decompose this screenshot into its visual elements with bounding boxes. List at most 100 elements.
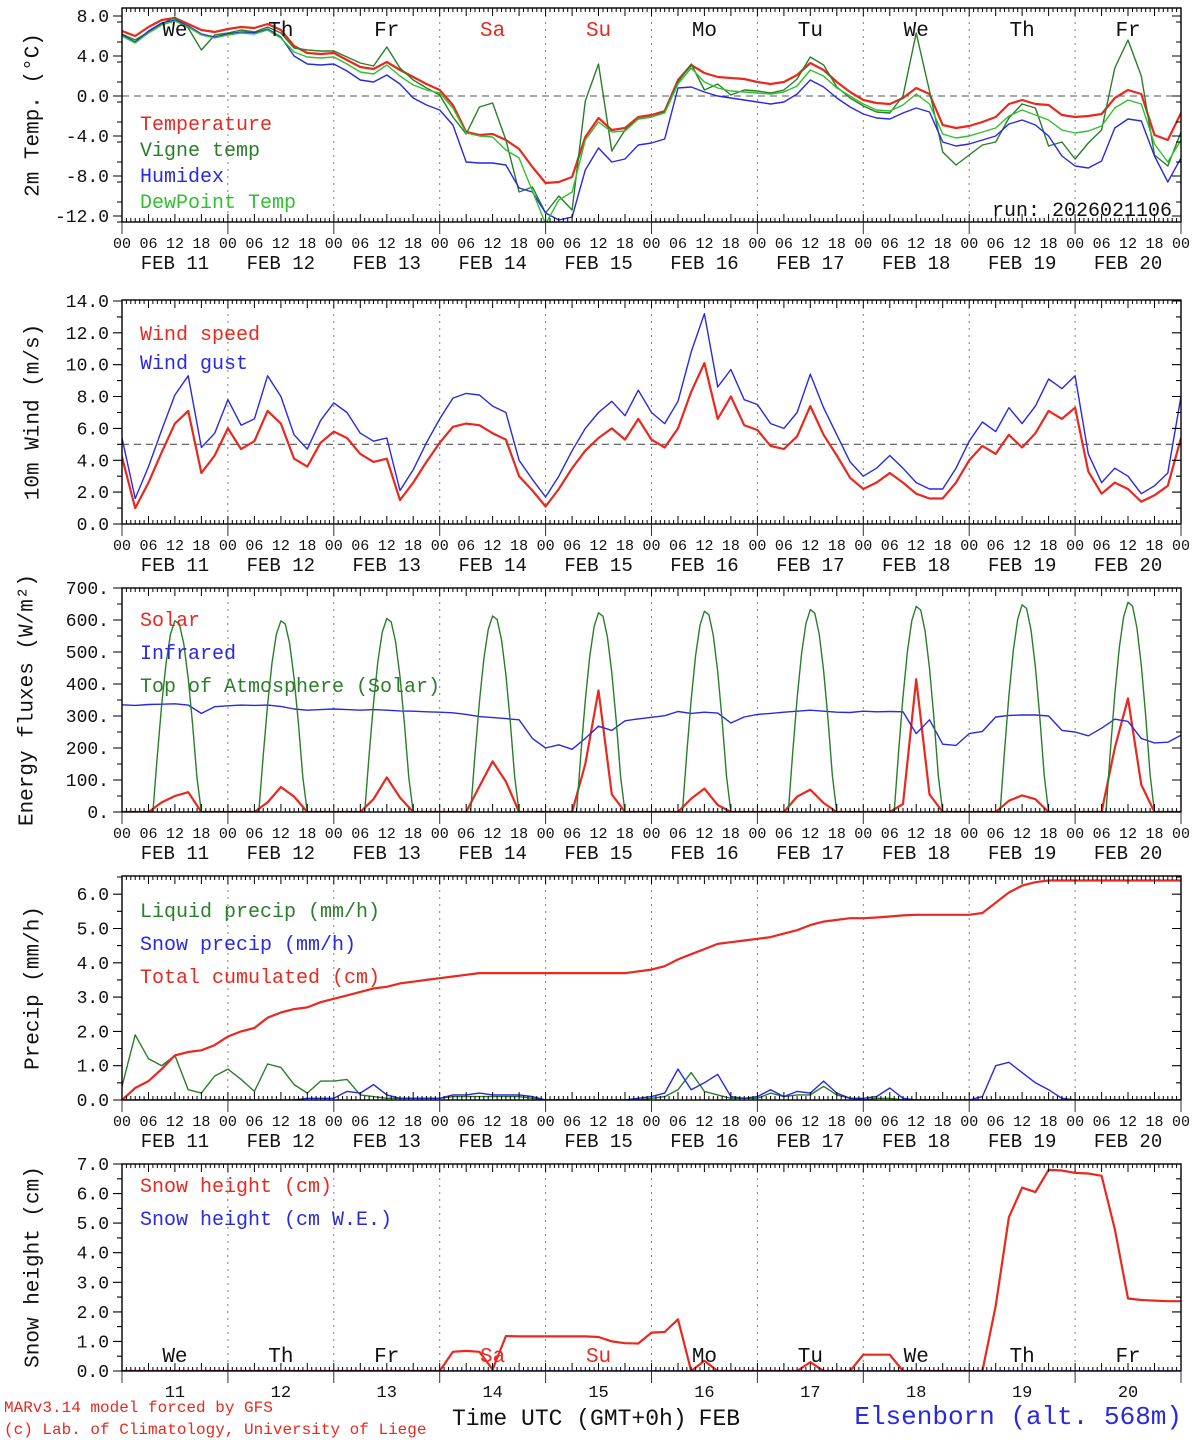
svg-text:Mo: Mo <box>692 1346 717 1369</box>
svg-text:FEB 18: FEB 18 <box>882 253 950 275</box>
svg-text:12: 12 <box>484 538 502 555</box>
svg-text:06: 06 <box>987 538 1005 555</box>
svg-text:06: 06 <box>139 826 157 843</box>
svg-text:06: 06 <box>775 1114 793 1131</box>
svg-text:00: 00 <box>1066 826 1084 843</box>
svg-text:16: 16 <box>694 1384 714 1403</box>
y-axis-title-temperature: 2m Temp. (°C) <box>22 33 46 197</box>
svg-text:Tu: Tu <box>798 1346 823 1369</box>
svg-text:FEB 14: FEB 14 <box>458 843 526 865</box>
svg-text:18: 18 <box>192 1114 210 1131</box>
svg-text:FEB 17: FEB 17 <box>776 1131 844 1153</box>
svg-text:12: 12 <box>484 236 502 253</box>
svg-text:6.0: 6.0 <box>77 886 109 906</box>
svg-text:18: 18 <box>404 236 422 253</box>
svg-text:FEB 15: FEB 15 <box>564 253 632 275</box>
svg-text:00: 00 <box>325 1114 343 1131</box>
svg-text:FEB 19: FEB 19 <box>988 555 1056 577</box>
svg-text:Tu: Tu <box>798 20 823 43</box>
y-axis-title-precip: Precip (mm/h) <box>22 906 46 1070</box>
svg-text:12.0: 12.0 <box>66 325 109 345</box>
svg-text:-12.0: -12.0 <box>55 208 109 228</box>
svg-text:12: 12 <box>272 538 290 555</box>
svg-text:12: 12 <box>272 826 290 843</box>
svg-text:18: 18 <box>934 236 952 253</box>
svg-text:We: We <box>162 20 187 43</box>
svg-text:Sa: Sa <box>480 1346 505 1369</box>
svg-text:4.0: 4.0 <box>77 452 109 472</box>
svg-text:00: 00 <box>219 1114 237 1131</box>
svg-text:00: 00 <box>854 538 872 555</box>
svg-text:18: 18 <box>298 236 316 253</box>
svg-text:FEB 16: FEB 16 <box>670 253 738 275</box>
legend-panel1-item0: Wind speed <box>140 324 261 347</box>
svg-text:18: 18 <box>510 236 528 253</box>
svg-text:18: 18 <box>404 1114 422 1131</box>
svg-text:00: 00 <box>537 1114 555 1131</box>
svg-text:06: 06 <box>351 1114 369 1131</box>
svg-text:06: 06 <box>563 236 581 253</box>
svg-text:18: 18 <box>616 236 634 253</box>
svg-text:200.: 200. <box>66 740 109 760</box>
svg-text:18: 18 <box>722 236 740 253</box>
svg-text:Fr: Fr <box>374 20 399 43</box>
svg-text:18: 18 <box>934 1114 952 1131</box>
legend-panel3-item0: Liquid precip (mm/h) <box>140 901 381 924</box>
svg-text:FEB 20: FEB 20 <box>1094 1131 1162 1153</box>
svg-text:00: 00 <box>219 538 237 555</box>
svg-text:600.: 600. <box>66 612 109 632</box>
svg-text:06: 06 <box>987 1114 1005 1131</box>
svg-text:18: 18 <box>934 538 952 555</box>
svg-text:00: 00 <box>960 826 978 843</box>
svg-text:06: 06 <box>139 1114 157 1131</box>
svg-text:FEB 19: FEB 19 <box>988 843 1056 865</box>
svg-text:19: 19 <box>1012 1384 1032 1403</box>
svg-text:400.: 400. <box>66 676 109 696</box>
svg-text:06: 06 <box>1093 826 1111 843</box>
svg-text:FEB 18: FEB 18 <box>882 1131 950 1153</box>
svg-text:Fr: Fr <box>1115 20 1140 43</box>
svg-text:06: 06 <box>245 236 263 253</box>
y-axis-title-wind: 10m Wind (m/s) <box>22 323 46 501</box>
legend-panel2-item1: Infrared <box>140 643 237 666</box>
svg-text:FEB 12: FEB 12 <box>247 1131 315 1153</box>
svg-text:00: 00 <box>642 538 660 555</box>
svg-text:12: 12 <box>272 1114 290 1131</box>
svg-text:8.0: 8.0 <box>77 389 109 409</box>
svg-text:06: 06 <box>563 826 581 843</box>
svg-text:12: 12 <box>907 826 925 843</box>
svg-text:06: 06 <box>881 236 899 253</box>
svg-text:06: 06 <box>775 538 793 555</box>
svg-text:20: 20 <box>1118 1384 1138 1403</box>
svg-text:00: 00 <box>960 538 978 555</box>
svg-text:06: 06 <box>881 538 899 555</box>
svg-text:18: 18 <box>906 1384 926 1403</box>
svg-text:13: 13 <box>377 1384 397 1403</box>
svg-text:00: 00 <box>431 826 449 843</box>
svg-text:00: 00 <box>325 538 343 555</box>
time-axis-label-group: Time UTC (GMT+0h) FEB <box>452 1406 740 1432</box>
svg-text:18: 18 <box>616 826 634 843</box>
legend-panel0-item3: DewPoint Temp <box>140 192 297 215</box>
svg-text:700.: 700. <box>66 580 109 600</box>
svg-text:18: 18 <box>722 538 740 555</box>
svg-text:2.0: 2.0 <box>77 1023 109 1043</box>
svg-text:FEB 11: FEB 11 <box>141 253 209 275</box>
svg-text:18: 18 <box>1040 826 1058 843</box>
svg-text:15: 15 <box>588 1384 608 1403</box>
svg-text:FEB 16: FEB 16 <box>670 555 738 577</box>
svg-text:00: 00 <box>748 236 766 253</box>
svg-text:18: 18 <box>1146 236 1164 253</box>
svg-text:FEB 14: FEB 14 <box>458 1131 526 1153</box>
model-credit-line1: MARv3.14 model forced by GFS <box>4 1399 273 1417</box>
svg-text:FEB 15: FEB 15 <box>564 1131 632 1153</box>
svg-text:FEB 18: FEB 18 <box>882 555 950 577</box>
svg-text:18: 18 <box>828 1114 846 1131</box>
y-axis-title-snow-height: Snow height (cm) <box>22 1166 46 1368</box>
svg-text:12: 12 <box>1119 236 1137 253</box>
legend-panel2-item0: Solar <box>140 610 201 633</box>
svg-text:FEB 20: FEB 20 <box>1094 253 1162 275</box>
svg-text:00: 00 <box>748 826 766 843</box>
svg-text:00: 00 <box>537 236 555 253</box>
legend-panel3-item2: Total cumulated (cm) <box>140 967 381 990</box>
